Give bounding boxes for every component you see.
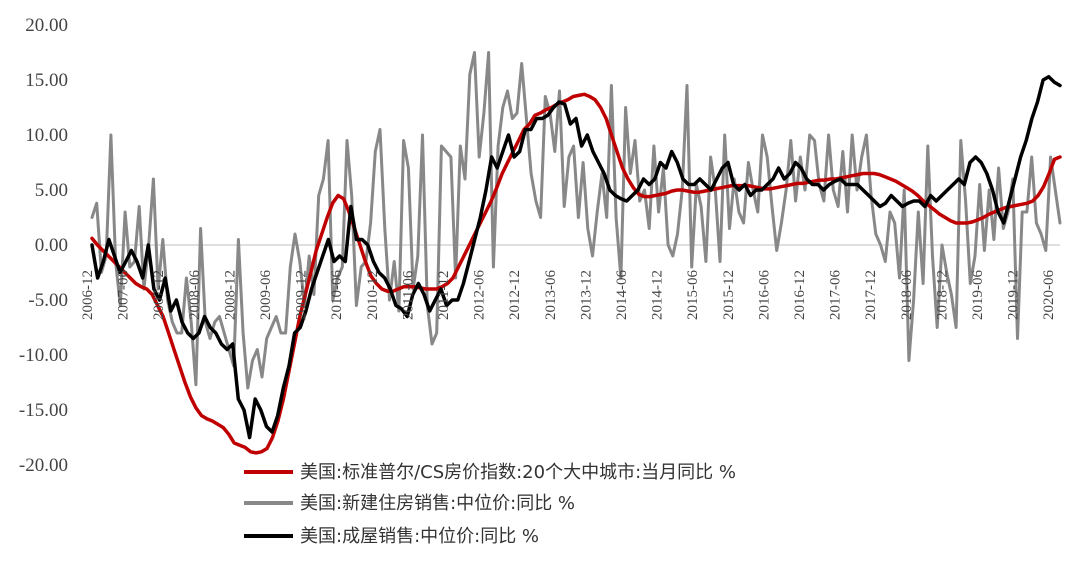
y-axis: 20.00 15.00 10.00 5.00 0.00 -5.00 -10.00 -15.00… [19,15,68,476]
series-line-1 [90,92,1062,455]
y-tick-label: -5.00 [28,290,68,311]
x-tick-label: 2006-12 [80,270,96,320]
legend-label: 美国:新建住房销售:中位价:同比 % [300,493,575,514]
x-axis: 2006-12 2007-06 2007-12 2008-06 2008-12 2009-… [80,270,1057,320]
x-tick-label: 2009-06 [258,270,274,320]
x-tick-label: 2012-06 [472,270,488,320]
x-tick-label: 2008-06 [187,270,203,320]
y-tick-label: 5.00 [35,180,68,201]
x-tick-label: 2009-12 [294,270,310,320]
x-tick-label: 2017-06 [828,270,844,320]
x-tick-label: 2018-12 [934,270,950,320]
x-tick-label: 2014-06 [614,270,630,320]
x-tick-label: 2011-06 [400,270,416,320]
y-tick-label: -15.00 [19,400,68,421]
x-tick-label: 2015-12 [721,270,737,320]
series-line-3 [90,74,1062,440]
legend-label: 美国:成屋销售:中位价:同比 % [300,526,539,547]
x-tick-label: 2008-12 [222,270,238,320]
series-layer [90,51,1062,455]
x-tick-label: 2011-12 [436,271,452,320]
y-tick-label: 0.00 [35,235,68,256]
y-tick-label: 10.00 [25,125,68,146]
x-tick-label: 2010-06 [329,270,345,320]
x-tick-label: 2017-12 [863,270,879,320]
x-tick-label: 2016-06 [756,270,772,320]
y-tick-label: -10.00 [19,345,68,366]
series-line-2 [90,51,1062,390]
x-tick-label: 2013-06 [543,270,559,320]
x-tick-label: 2019-12 [1006,270,1022,320]
y-tick-label: 20.00 [25,15,68,36]
x-tick-label: 2020-06 [1041,270,1057,320]
x-tick-label: 2018-06 [899,270,915,320]
x-tick-label: 2015-06 [685,270,701,320]
legend: 美国:标准普尔/CS房价指数:20个大中城市:当月同比 % 美国:新建住房销售:中… [244,462,736,547]
y-tick-label: -20.00 [19,455,68,476]
x-tick-label: 2016-12 [792,270,808,320]
x-tick-label: 2014-12 [650,270,666,320]
y-tick-label: 15.00 [25,70,68,91]
x-tick-label: 2012-12 [507,270,523,320]
x-tick-label: 2019-06 [970,270,986,320]
x-tick-label: 2007-06 [116,270,132,320]
legend-label: 美国:标准普尔/CS房价指数:20个大中城市:当月同比 % [300,462,736,483]
x-tick-label: 2010-12 [365,270,381,320]
x-tick-label: 2013-12 [578,270,594,320]
x-tick-label: 2007-12 [151,270,167,320]
